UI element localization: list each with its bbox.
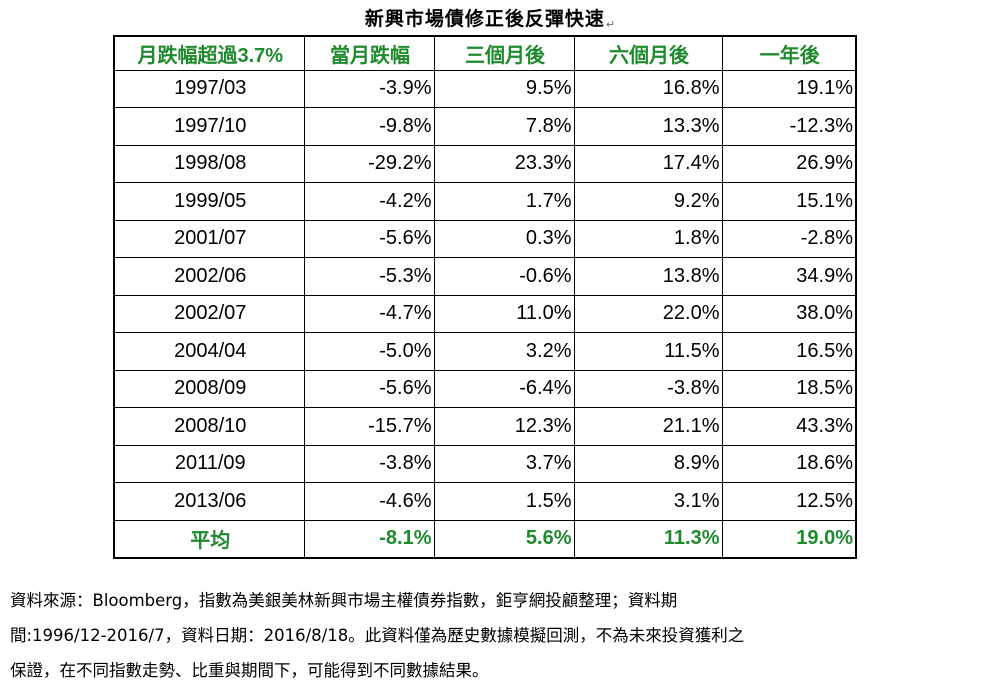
cell-three-months: 1.7%	[433, 182, 575, 221]
table-row: 2004/04 -5.0% 3.2% 11.5% 16.5%	[113, 332, 857, 371]
average-one-year: 19.0%	[721, 519, 857, 558]
cell-monthly-drop: -5.0%	[303, 332, 435, 371]
paragraph-mark-icon: ↵	[605, 18, 617, 31]
cell-six-months: -3.8%	[573, 369, 723, 408]
source-footnote: 資料來源：Bloomberg，指數為美銀美林新興市場主權債券指數，鉅亨網投顧整理…	[10, 583, 975, 688]
cell-six-months: 11.5%	[573, 332, 723, 371]
cell-monthly-drop: -4.2%	[303, 182, 435, 221]
cell-six-months: 1.8%	[573, 219, 723, 258]
table-row: 2013/06 -4.6% 1.5% 3.1% 12.5%	[113, 482, 857, 521]
cell-monthly-drop: -5.6%	[303, 369, 435, 408]
table-row: 1998/08 -29.2% 23.3% 17.4% 26.9%	[113, 144, 857, 183]
cell-monthly-drop: -15.7%	[303, 407, 435, 446]
cell-three-months: -6.4%	[433, 369, 575, 408]
cell-monthly-drop: -29.2%	[303, 144, 435, 183]
cell-date: 2008/10	[113, 407, 305, 446]
cell-six-months: 22.0%	[573, 294, 723, 333]
cell-one-year: 18.5%	[721, 369, 857, 408]
average-monthly-drop: -8.1%	[303, 519, 435, 558]
returns-table: 月跌幅超過3.7% 當月跌幅 三個月後 六個月後 一年後 1997/03 -3.9…	[113, 35, 857, 559]
cell-three-months: 7.8%	[433, 107, 575, 146]
table-header-row: 月跌幅超過3.7% 當月跌幅 三個月後 六個月後 一年後	[113, 35, 857, 71]
page-title: 新興市場債修正後反彈快速↵	[0, 4, 981, 31]
cell-one-year: 38.0%	[721, 294, 857, 333]
cell-date: 1997/10	[113, 107, 305, 146]
cell-monthly-drop: -9.8%	[303, 107, 435, 146]
cell-one-year: 18.6%	[721, 444, 857, 483]
header-one-year: 一年後	[721, 35, 857, 71]
cell-one-year: 43.3%	[721, 407, 857, 446]
cell-date: 2008/09	[113, 369, 305, 408]
cell-date: 2002/07	[113, 294, 305, 333]
table-row: 2001/07 -5.6% 0.3% 1.8% -2.8%	[113, 219, 857, 258]
header-monthly-drop: 當月跌幅	[303, 35, 435, 71]
cell-one-year: 26.9%	[721, 144, 857, 183]
table-row: 2008/09 -5.6% -6.4% -3.8% 18.5%	[113, 369, 857, 408]
cell-monthly-drop: -5.6%	[303, 219, 435, 258]
table-row: 1999/05 -4.2% 1.7% 9.2% 15.1%	[113, 182, 857, 221]
cell-monthly-drop: -3.9%	[303, 69, 435, 108]
table-row: 1997/10 -9.8% 7.8% 13.3% -12.3%	[113, 107, 857, 146]
cell-three-months: 3.2%	[433, 332, 575, 371]
cell-three-months: 9.5%	[433, 69, 575, 108]
cell-six-months: 13.8%	[573, 257, 723, 296]
cell-three-months: -0.6%	[433, 257, 575, 296]
cell-date: 1998/08	[113, 144, 305, 183]
cell-three-months: 0.3%	[433, 219, 575, 258]
cell-three-months: 23.3%	[433, 144, 575, 183]
average-label: 平均	[113, 519, 305, 558]
cell-six-months: 17.4%	[573, 144, 723, 183]
cell-date: 2002/06	[113, 257, 305, 296]
cell-three-months: 3.7%	[433, 444, 575, 483]
table-row: 2011/09 -3.8% 3.7% 8.9% 18.6%	[113, 444, 857, 483]
header-drop-threshold: 月跌幅超過3.7%	[113, 35, 305, 71]
cell-three-months: 12.3%	[433, 407, 575, 446]
cell-one-year: 34.9%	[721, 257, 857, 296]
table-row: 2002/07 -4.7% 11.0% 22.0% 38.0%	[113, 294, 857, 333]
footnote-line-1: 資料來源：Bloomberg，指數為美銀美林新興市場主權債券指數，鉅亨網投顧整理…	[10, 591, 678, 610]
cell-six-months: 8.9%	[573, 444, 723, 483]
cell-one-year: 16.5%	[721, 332, 857, 371]
cell-one-year: -12.3%	[721, 107, 857, 146]
cell-six-months: 16.8%	[573, 69, 723, 108]
cell-date: 2004/04	[113, 332, 305, 371]
cell-date: 2013/06	[113, 482, 305, 521]
cell-three-months: 11.0%	[433, 294, 575, 333]
cell-six-months: 21.1%	[573, 407, 723, 446]
cell-date: 2011/09	[113, 444, 305, 483]
header-six-months: 六個月後	[573, 35, 723, 71]
cell-six-months: 13.3%	[573, 107, 723, 146]
cell-monthly-drop: -4.7%	[303, 294, 435, 333]
table-row: 1997/03 -3.9% 9.5% 16.8% 19.1%	[113, 69, 857, 108]
average-six-months: 11.3%	[573, 519, 723, 558]
cell-three-months: 1.5%	[433, 482, 575, 521]
cell-one-year: -2.8%	[721, 219, 857, 258]
table-row: 2002/06 -5.3% -0.6% 13.8% 34.9%	[113, 257, 857, 296]
cell-monthly-drop: -3.8%	[303, 444, 435, 483]
cell-six-months: 9.2%	[573, 182, 723, 221]
table-row: 2008/10 -15.7% 12.3% 21.1% 43.3%	[113, 407, 857, 446]
footnote-line-3: 保證，在不同指數走勢、比重與期間下，可能得到不同數據結果。	[10, 661, 489, 680]
title-text: 新興市場債修正後反彈快速	[364, 8, 605, 30]
cell-date: 1997/03	[113, 69, 305, 108]
header-three-months: 三個月後	[433, 35, 575, 71]
cell-one-year: 15.1%	[721, 182, 857, 221]
cell-one-year: 19.1%	[721, 69, 857, 108]
cell-date: 1999/05	[113, 182, 305, 221]
cell-monthly-drop: -4.6%	[303, 482, 435, 521]
cell-six-months: 3.1%	[573, 482, 723, 521]
cell-date: 2001/07	[113, 219, 305, 258]
cell-one-year: 12.5%	[721, 482, 857, 521]
average-three-months: 5.6%	[433, 519, 575, 558]
average-row: 平均 -8.1% 5.6% 11.3% 19.0%	[113, 519, 857, 558]
footnote-line-2: 間:1996/12-2016/7，資料日期：2016/8/18。此資料僅為歷史數…	[10, 626, 745, 645]
cell-monthly-drop: -5.3%	[303, 257, 435, 296]
